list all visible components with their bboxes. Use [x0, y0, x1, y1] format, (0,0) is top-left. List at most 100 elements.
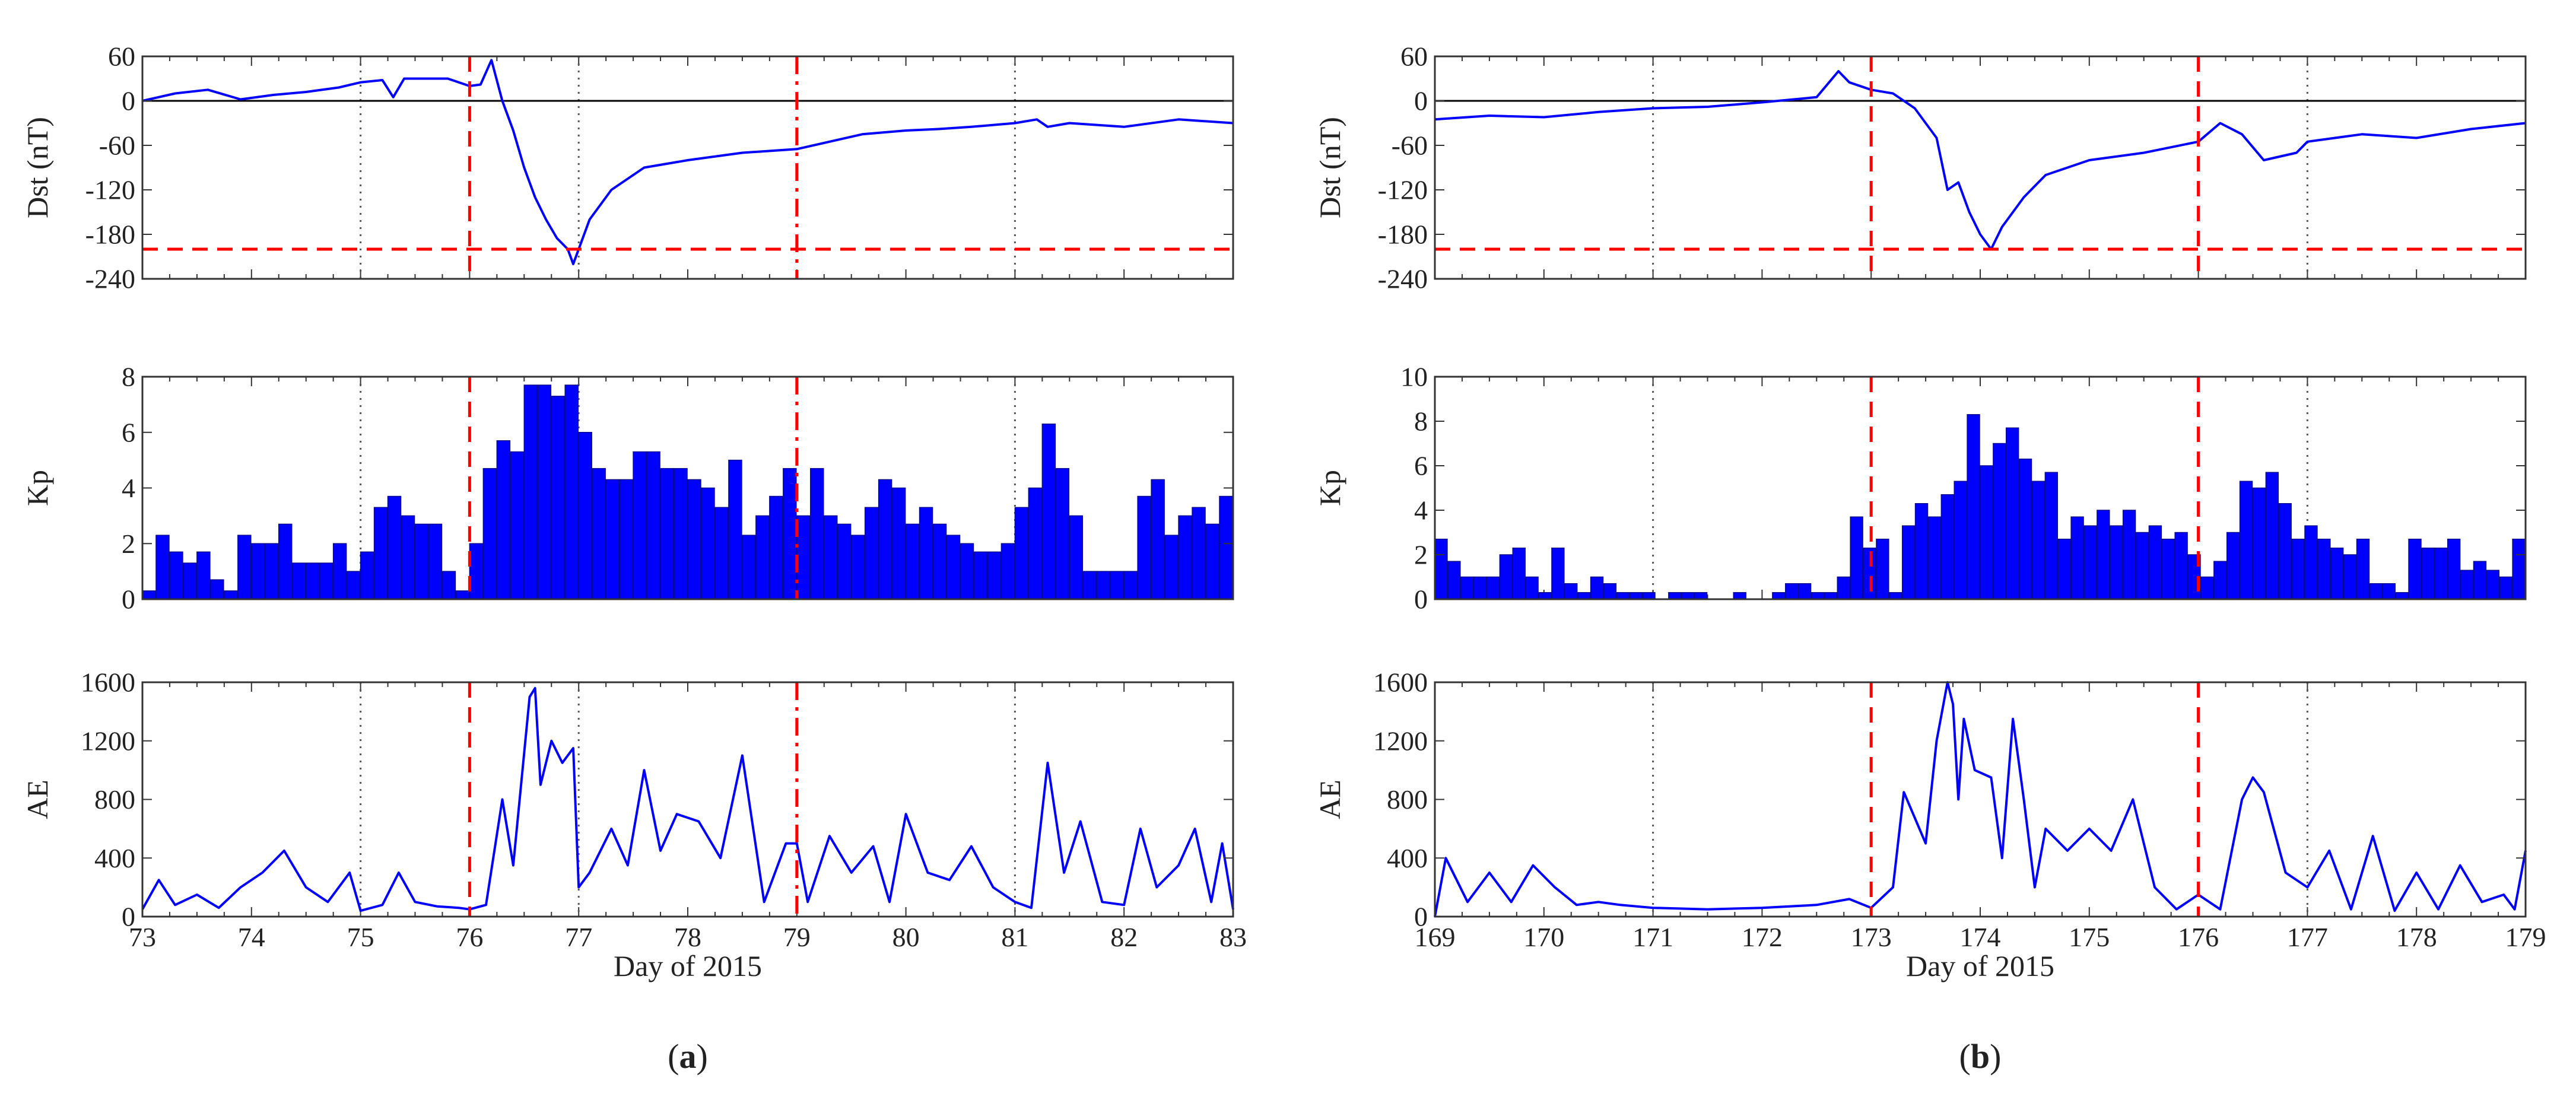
panel-a-kp-y-tick-label: 4	[122, 473, 135, 503]
panel-b-kp-bar	[1876, 539, 1889, 600]
panel-b-kp-bar	[1603, 583, 1617, 600]
panel-a-dst-y-axis-label: Dst (nT)	[21, 117, 54, 218]
panel-b-kp-bar	[1447, 561, 1461, 600]
panel-a-kp-bar	[237, 535, 252, 600]
panel-b-kp-bar	[1733, 592, 1746, 600]
panel-b-kp-bar	[1810, 592, 1825, 600]
panel-b-kp-bar	[2473, 561, 2487, 600]
panel-a-kp-bar	[824, 515, 838, 600]
panel-b-kp-bar	[2499, 576, 2513, 600]
panel-a-x-tick-label: 79	[783, 922, 811, 952]
panel-a-kp-bar	[619, 479, 633, 600]
panel-a-kp-bar	[796, 515, 811, 600]
panel-a-kp-bar	[987, 551, 1002, 600]
panel-b-kp-bar	[1434, 539, 1448, 600]
panel-b-kp-bar	[2148, 525, 2162, 600]
panel-b-kp-bar	[1681, 592, 1695, 600]
panel-a-dst-y-tick-label: -120	[85, 175, 135, 205]
panel-a-dst-y-tick-label: -180	[85, 220, 135, 250]
panel-b-kp-bar	[2174, 532, 2188, 600]
panel-a-x-tick-label: 78	[674, 922, 701, 952]
panel-a-kp-bar	[373, 507, 388, 600]
panel-b-kp-bar	[2408, 539, 2422, 600]
panel-b-ae-y-tick-label: 1200	[1373, 726, 1428, 756]
panel-b-kp-bar	[1499, 554, 1513, 600]
panel-b-kp-bar	[1538, 592, 1552, 600]
panel-b-kp-bar	[1473, 576, 1487, 600]
panel-b-kp-bar	[2395, 592, 2409, 600]
panel-a-kp-bar	[414, 523, 429, 600]
panel-a-kp-bar	[837, 523, 852, 600]
panel-b-dst-chart: 60 0 -60 -120 -180 -240 Dst (nT)	[1313, 42, 2527, 294]
panel-b-dst-series-line	[1434, 70, 2526, 250]
panel-a-kp-bar	[592, 468, 606, 600]
panel-a-kp-bar	[605, 479, 620, 600]
panel-a-ae-y-tick-label: 800	[94, 784, 135, 815]
panel-b-kp-bar	[1785, 583, 1799, 600]
panel-a-kp-bar	[755, 515, 770, 600]
panel-a-kp-bar	[1178, 515, 1192, 600]
panel-a-kp-y-tick-label: 6	[122, 417, 135, 447]
panel-b-kp-bar	[1616, 592, 1630, 600]
panel-a-ae-series-line	[141, 686, 1234, 912]
panel-a-kp-chart: 8 6 4 2 0 Kp	[21, 362, 1234, 615]
panel-a-kp-bar	[455, 590, 470, 600]
panel-b-kp-bar	[2265, 472, 2279, 600]
panel-b-kp-y-axis-label: Kp	[1313, 470, 1346, 506]
panel-b-kp-bar	[1850, 516, 1863, 600]
panel-b-x-tick-label: 175	[2069, 922, 2110, 952]
panel-b-ae-frame	[1434, 681, 2527, 918]
panel-a-kp-bar	[196, 551, 211, 600]
panel-b-kp-bar	[1460, 576, 1474, 600]
panel-a-kp-bar	[742, 535, 756, 600]
panel-b-kp-bar	[2031, 481, 2045, 600]
panel-a-kp-bar	[960, 543, 974, 600]
panel-a-kp-bar	[523, 384, 538, 600]
panel-a-ae-y-tick-label: 1600	[81, 667, 135, 698]
panel-a-kp-bar	[646, 451, 660, 600]
panel-b-kp-y-tick-label: 2	[1414, 540, 1428, 570]
panel-a-kp-y-tick-label: 0	[122, 584, 135, 615]
panel-b-kp-bar	[2044, 472, 2059, 600]
panel-b-kp-bar	[1940, 494, 1954, 600]
panel-a-kp-bar	[946, 535, 961, 600]
panel-b-ae-y-tick-label: 800	[1387, 784, 1428, 815]
panel-b-dst-y-tick-label: -60	[1392, 131, 1428, 161]
panel-b-kp-bar	[2097, 510, 2110, 600]
panel-b-dst-y-tick-label: -240	[1378, 264, 1428, 294]
panel-a-x-tick-label: 82	[1110, 922, 1138, 952]
panel-b-kp-bar	[2434, 548, 2448, 600]
panel-a-kp-bar	[469, 543, 484, 600]
panel-a-kp-bar	[1055, 468, 1070, 600]
panel-b-ae-chart: 1600 1200 800 400 0 AE 169 170 171 172 173 174 175 17…	[1313, 667, 2546, 1076]
panel-a-kp-bar	[183, 562, 197, 600]
panel-b-kp-bar	[1863, 548, 1876, 600]
panel-b-kp-bar	[1668, 592, 1682, 600]
panel-b-kp-bar	[1486, 576, 1500, 600]
panel-a-kp-bar	[510, 451, 525, 600]
panel-a-x-tick-label: 76	[456, 922, 483, 952]
panel-a-ae-y-axis-label: AE	[21, 780, 54, 819]
panel-a-kp-bar	[551, 396, 565, 600]
panel-b-caption: (b)	[1959, 1037, 2002, 1076]
panel-b-dst-y-tick-label: -120	[1378, 175, 1428, 205]
panel-b-kp-bar	[1824, 592, 1838, 600]
panel-b-kp-bar	[2317, 539, 2331, 600]
panel-a-kp-bar	[278, 523, 293, 600]
panel-a-kp-bar	[224, 590, 238, 600]
panel-a-kp-bar	[210, 579, 224, 600]
panel-b-kp-bar	[1967, 414, 1980, 600]
panel-a-kp-bar	[1014, 507, 1029, 600]
panel-b-ae-y-axis-label: AE	[1313, 780, 1346, 819]
panel-a-kp-bar	[905, 523, 920, 600]
panel-b-kp-bar	[2356, 539, 2370, 600]
panel-a-x-tick-label: 83	[1219, 922, 1247, 952]
panel-a-kp-bar	[401, 515, 415, 600]
panel-a-dst-series-line	[142, 59, 1234, 265]
panel-b-x-tick-label: 171	[1632, 922, 1673, 952]
panel-b-kp-bar	[1980, 465, 1993, 600]
panel-a-x-tick-label: 73	[129, 922, 156, 952]
panel-b-kp-bar	[2512, 539, 2526, 600]
panel-a-ae-y-tick-label: 0	[122, 902, 135, 932]
panel-a-kp-bar	[932, 523, 947, 600]
